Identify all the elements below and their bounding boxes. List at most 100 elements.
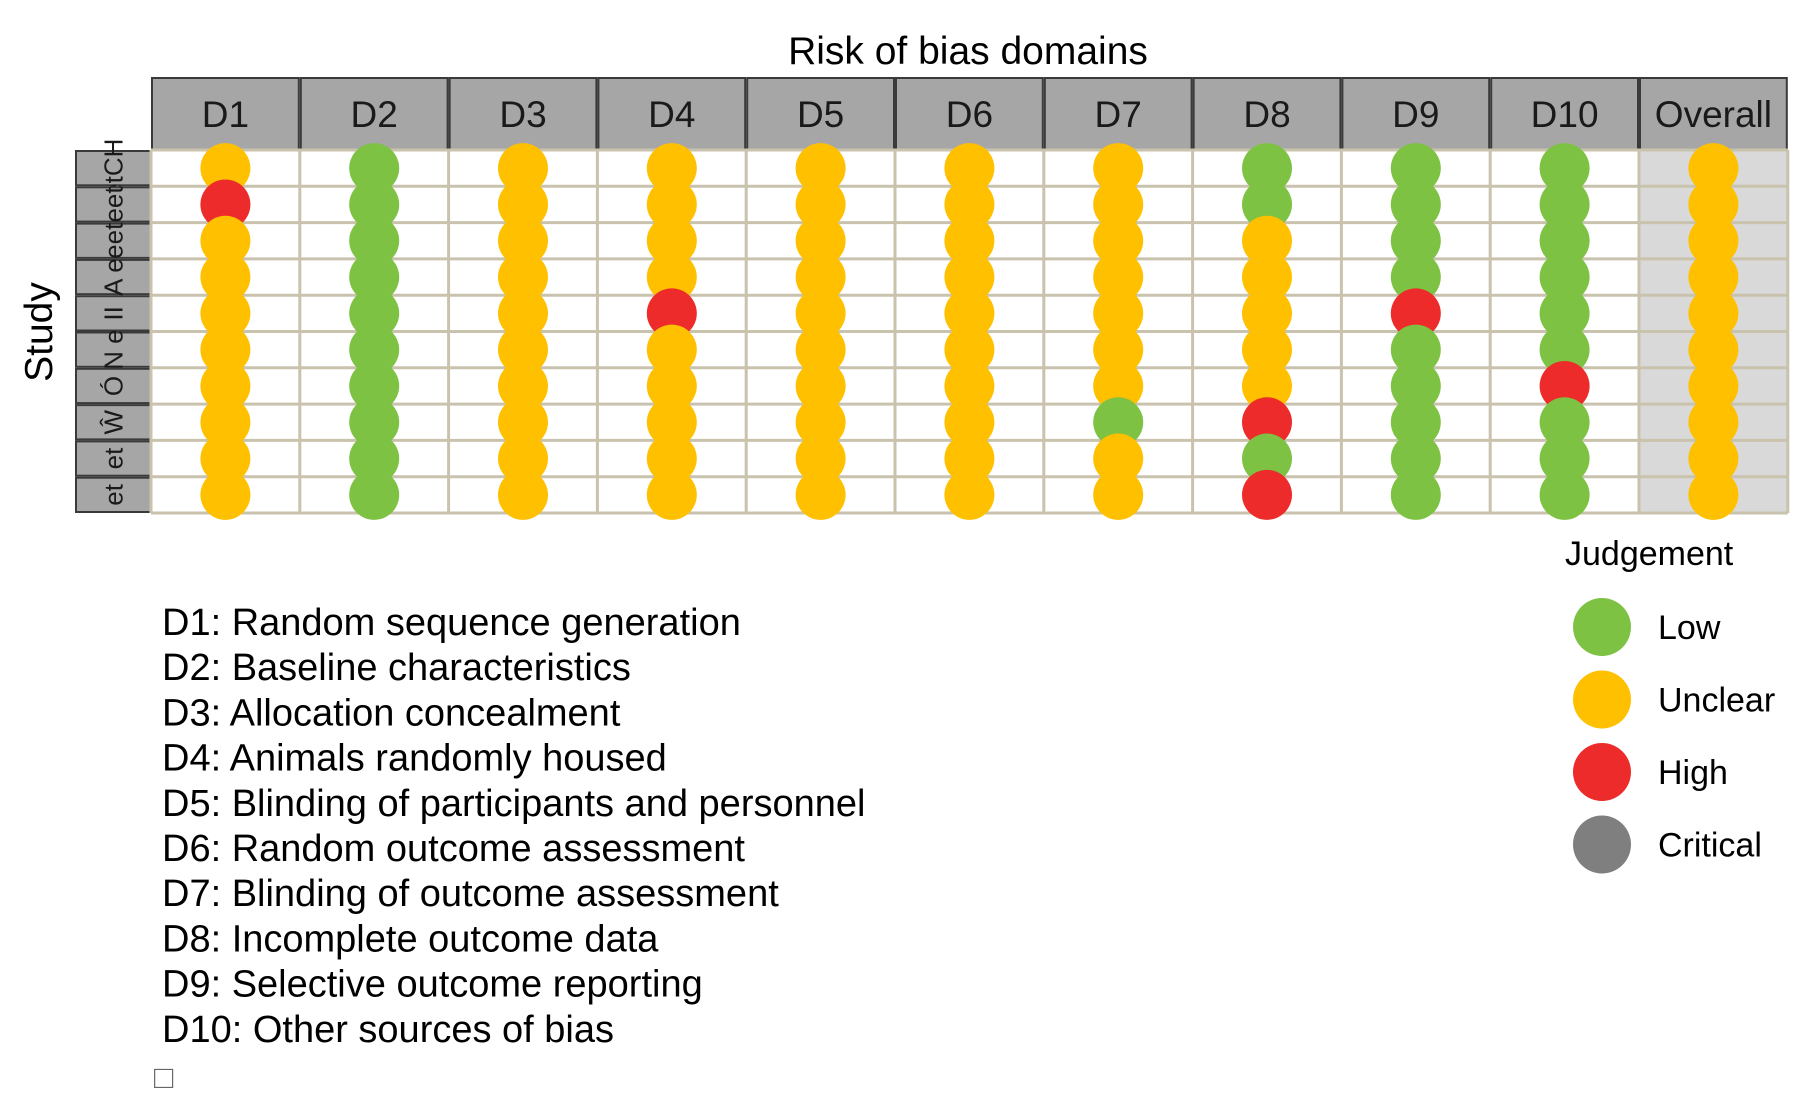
judgement-point-r2-d8 [1242,179,1292,230]
judgement-point-r8-d4 [646,397,697,448]
judgement-point-r6-d6 [944,324,995,375]
domain-key-item-10: D10: Other sources of bias [162,1009,614,1051]
judgement-point-r10-d3 [498,469,548,520]
domain-key-item-8: D8: Incomplete outcome data [162,918,659,960]
legend-label-critical: Critical [1658,827,1762,865]
domain-header-d1 [151,77,300,151]
judgement-point-r7-d3 [498,360,548,411]
judgement-point-r6-d4 [646,324,697,375]
judgement-point-r6-overall [1688,324,1739,375]
domain-header-label-d4: D4 [648,94,695,135]
domain-header-d10 [1490,77,1639,151]
domain-header-label-d7: D7 [1095,94,1142,135]
judgement-point-r1-d9 [1390,143,1441,194]
grid-layer: D1 D2 D3 D4 D5 D6 D7 D8 D9 D10 OveralletCHeeteetA … [75,77,1790,520]
judgement-point-r3-d2 [349,215,400,266]
judgement-point-r7-d4 [646,360,697,411]
domain-header-label-d10: D10 [1531,94,1599,135]
judgement-point-r4-d7 [1093,252,1144,303]
domain-header-label-d9: D9 [1392,94,1439,135]
judgement-point-r1-d5 [795,143,846,194]
judgement-point-r7-d6 [944,360,995,411]
judgement-point-r1-d2 [349,143,400,194]
study-label-3: eet [99,222,129,259]
judgement-point-r4-d3 [498,252,548,303]
judgement-point-r1-d3 [498,143,548,194]
domain-header-label-d6: D6 [946,94,993,135]
judgement-point-r8-d3 [498,397,548,448]
judgement-point-r10-d4 [646,469,697,520]
judgement-point-r4-d10 [1539,252,1590,303]
judgement-point-r5-d2 [349,288,400,339]
judgement-point-r10-d10 [1539,469,1590,520]
legend-swatch-critical [1573,815,1631,874]
judgement-point-r5-d8 [1242,288,1292,339]
judgement-point-r9-d7 [1093,433,1144,484]
judgement-point-r7-d2 [349,360,400,411]
judgement-point-r5-overall [1688,288,1739,339]
judgement-point-r7-d10 [1539,360,1590,411]
judgement-point-r2-overall [1688,179,1739,230]
judgement-point-r9-d2 [349,433,400,484]
judgement-point-r4-d6 [944,252,995,303]
domain-header-overall [1639,77,1788,151]
legend-title: Judgement [1565,535,1734,573]
judgement-point-r1-d10 [1539,143,1590,194]
judgement-point-r2-d6 [944,179,995,230]
judgement-point-r4-d8 [1242,252,1292,303]
judgement-point-r8-overall [1688,397,1739,448]
judgement-point-r6-d2 [349,324,400,375]
domain-header-label-overall: Overall [1655,94,1772,135]
judgement-point-r6-d10 [1539,324,1590,375]
domain-key-item-9: D9: Selective outcome reporting [162,964,703,1006]
judgement-point-r8-d7 [1093,397,1144,448]
judgement-point-r4-d5 [795,252,846,303]
domain-header-label-d1: D1 [202,94,249,135]
study-label-7: Ó [99,376,129,396]
judgement-point-r9-d3 [498,433,548,484]
study-label-6: N e [99,329,129,369]
chart-title: Risk of bias domains [788,30,1148,73]
judgement-point-r1-overall [1688,143,1739,194]
domain-header-d3 [448,77,598,151]
study-label-9: et [99,447,129,469]
judgement-point-r4-d1 [200,252,251,303]
judgement-point-r8-d5 [795,397,846,448]
legend: Judgement Low Unclear High Critical [1565,535,1775,874]
judgement-point-r10-overall [1688,469,1739,520]
judgement-point-r3-overall [1688,215,1739,266]
y-axis-label: Study [18,282,61,382]
judgement-point-r2-d9 [1390,179,1441,230]
judgement-point-r10-d6 [944,469,995,520]
judgement-point-r3-d1 [200,215,251,266]
study-cell-3 [75,222,152,259]
judgement-point-r8-d6 [944,397,995,448]
study-label-4: A e [99,258,129,296]
study-cell-7 [75,367,152,405]
judgement-point-r2-d1 [200,179,251,230]
judgement-point-r3-d4 [646,215,697,266]
judgement-point-r3-d7 [1093,215,1144,266]
judgement-point-r2-d4 [646,179,697,230]
judgement-point-r5-d7 [1093,288,1144,339]
legend-swatch-low [1573,598,1631,656]
study-cell-2 [75,186,152,223]
judgement-point-r8-d1 [200,397,251,448]
judgement-point-r7-overall [1688,360,1739,411]
domain-key-item-6: D6: Random outcome assessment [162,828,745,870]
judgement-point-r10-d7 [1093,469,1144,520]
domain-header-label-d3: D3 [499,94,546,135]
judgement-point-r5-d3 [498,288,548,339]
judgement-point-r10-d5 [795,469,846,520]
domain-header-d2 [299,77,449,151]
domain-header-d6 [895,77,1044,151]
judgement-point-r3-d6 [944,215,995,266]
judgement-point-r8-d10 [1539,397,1590,448]
judgement-point-r7-d8 [1242,360,1292,411]
judgement-point-r1-d6 [944,143,995,194]
study-label-5: II [99,306,129,320]
judgement-point-r8-d2 [349,397,400,448]
domain-header-label-d2: D2 [351,94,398,135]
